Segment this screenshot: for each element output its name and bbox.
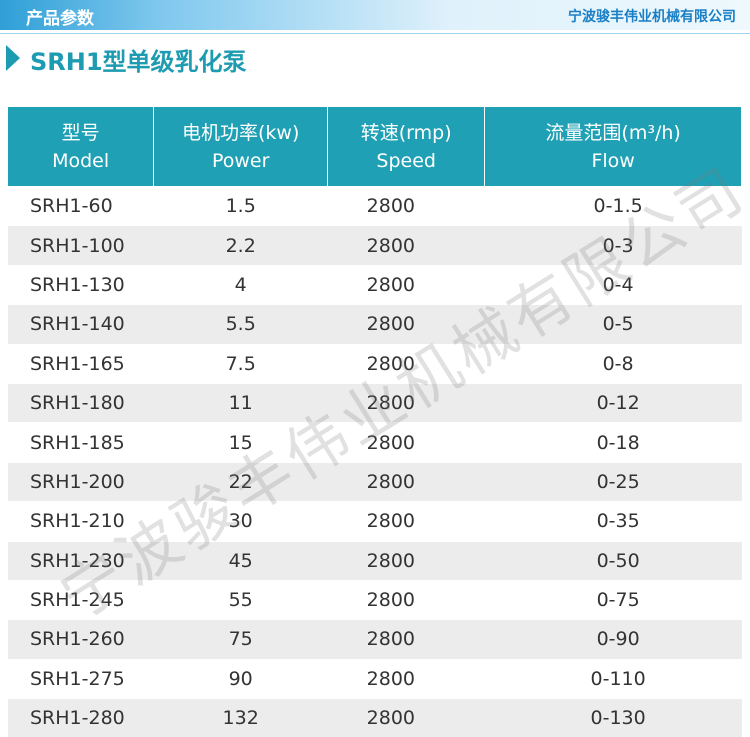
banner: 产品参数 宁波骏丰伟业机械有限公司 bbox=[0, 0, 750, 30]
table-row: SRH1-185 15 2800 0-18 bbox=[8, 422, 742, 463]
table-cell: SRH1-165 bbox=[8, 343, 154, 384]
table-row: SRH1-130 4 2800 0-4 bbox=[8, 264, 742, 305]
table-row: SRH1-245 55 2800 0-75 bbox=[8, 579, 742, 620]
spec-table: 型号 Model 电机功率(kw) Power 转速(rmp) Speed 流量范围(m³/… bbox=[8, 107, 742, 737]
table-cell: 2800 bbox=[327, 264, 485, 305]
table-row: SRH1-210 30 2800 0-35 bbox=[8, 501, 742, 542]
table-cell: 4 bbox=[153, 264, 328, 305]
table-row: SRH1-165 7.5 2800 0-8 bbox=[8, 343, 742, 384]
table-cell: 2.2 bbox=[153, 225, 328, 266]
heading: SRH1型单级乳化泵 bbox=[30, 48, 247, 76]
table-cell: 2800 bbox=[327, 579, 485, 620]
header-cell: 转速(rmp) Speed bbox=[327, 107, 486, 187]
table-cell: 15 bbox=[153, 422, 328, 463]
table-cell: 75 bbox=[153, 619, 328, 660]
divider bbox=[0, 33, 750, 34]
header-zh: 型号 bbox=[61, 121, 100, 144]
table-cell: 2800 bbox=[327, 501, 485, 542]
header-cell: 流量范围(m³/h) Flow bbox=[484, 107, 742, 187]
table-row: SRH1-275 90 2800 0-110 bbox=[8, 658, 742, 699]
table-cell: 2800 bbox=[327, 422, 485, 463]
table-cell: 2800 bbox=[327, 185, 485, 226]
table-row: SRH1-260 75 2800 0-90 bbox=[8, 619, 742, 660]
table-row: SRH1-180 11 2800 0-12 bbox=[8, 382, 742, 423]
table-cell: 11 bbox=[153, 382, 328, 423]
table-cell: 0-8 bbox=[484, 343, 742, 384]
table-cell: 0-35 bbox=[484, 501, 742, 542]
header-en: Flow bbox=[591, 149, 635, 172]
header-cell: 电机功率(kw) Power bbox=[153, 107, 329, 187]
table-cell: 5.5 bbox=[153, 304, 328, 345]
table-cell: 0-4 bbox=[484, 264, 742, 305]
table-cell: 0-3 bbox=[484, 225, 742, 266]
table-row: SRH1-230 45 2800 0-50 bbox=[8, 540, 742, 581]
table-row: SRH1-100 2.2 2800 0-3 bbox=[8, 225, 742, 266]
table-cell: 2800 bbox=[327, 698, 485, 737]
table-cell: 2800 bbox=[327, 382, 485, 423]
table-cell: 45 bbox=[153, 540, 328, 581]
table-cell: 2800 bbox=[327, 540, 485, 581]
table-cell: 22 bbox=[153, 461, 328, 502]
table-cell: 0-50 bbox=[484, 540, 742, 581]
table-cell: 90 bbox=[153, 658, 328, 699]
table-cell: 0-110 bbox=[484, 658, 742, 699]
table-row: SRH1-60 1.5 2800 0-1.5 bbox=[8, 185, 742, 226]
table-cell: 2800 bbox=[327, 658, 485, 699]
header-cell: 型号 Model bbox=[8, 107, 155, 187]
table-cell: SRH1-60 bbox=[8, 185, 154, 226]
header-en: Model bbox=[52, 149, 110, 172]
table-cell: SRH1-280 bbox=[8, 698, 154, 737]
header-en: Power bbox=[211, 149, 270, 172]
table-cell: 2800 bbox=[327, 225, 485, 266]
table-cell: SRH1-185 bbox=[8, 422, 154, 463]
table-cell: 0-18 bbox=[484, 422, 742, 463]
table-cell: 0-5 bbox=[484, 304, 742, 345]
table-cell: 0-130 bbox=[484, 698, 742, 737]
table-cell: SRH1-275 bbox=[8, 658, 154, 699]
table-cell: 55 bbox=[153, 579, 328, 620]
table-cell: 0-75 bbox=[484, 579, 742, 620]
table-cell: SRH1-210 bbox=[8, 501, 154, 542]
table-cell: SRH1-230 bbox=[8, 540, 154, 581]
table-cell: 2800 bbox=[327, 461, 485, 502]
header-en: Speed bbox=[376, 149, 436, 172]
table-cell: 1.5 bbox=[153, 185, 328, 226]
table-cell: 0-90 bbox=[484, 619, 742, 660]
table-cell: 132 bbox=[153, 698, 328, 737]
table-cell: 2800 bbox=[327, 304, 485, 345]
table-cell: 7.5 bbox=[153, 343, 328, 384]
header-zh: 电机功率(kw) bbox=[181, 121, 300, 144]
table-cell: SRH1-260 bbox=[8, 619, 154, 660]
company-name: 宁波骏丰伟业机械有限公司 bbox=[568, 9, 736, 25]
table-cell: 30 bbox=[153, 501, 328, 542]
table-cell: 2800 bbox=[327, 343, 485, 384]
table-cell: SRH1-130 bbox=[8, 264, 154, 305]
table-cell: 0-1.5 bbox=[484, 185, 742, 226]
table-cell: SRH1-245 bbox=[8, 579, 154, 620]
heading-icon bbox=[6, 45, 20, 71]
table-cell: SRH1-200 bbox=[8, 461, 154, 502]
table-row: SRH1-280 132 2800 0-130 bbox=[8, 698, 742, 737]
table-row: SRH1-140 5.5 2800 0-5 bbox=[8, 304, 742, 345]
table-cell: 0-25 bbox=[484, 461, 742, 502]
table-cell: SRH1-140 bbox=[8, 304, 154, 345]
table-cell: SRH1-180 bbox=[8, 382, 154, 423]
table-cell: 0-12 bbox=[484, 382, 742, 423]
table-row: SRH1-200 22 2800 0-25 bbox=[8, 461, 742, 502]
table-cell: SRH1-100 bbox=[8, 225, 154, 266]
header-zh: 流量范围(m³/h) bbox=[545, 121, 681, 144]
banner-title: 产品参数 bbox=[26, 9, 94, 29]
table-cell: 2800 bbox=[327, 619, 485, 660]
header-zh: 转速(rmp) bbox=[360, 121, 452, 144]
